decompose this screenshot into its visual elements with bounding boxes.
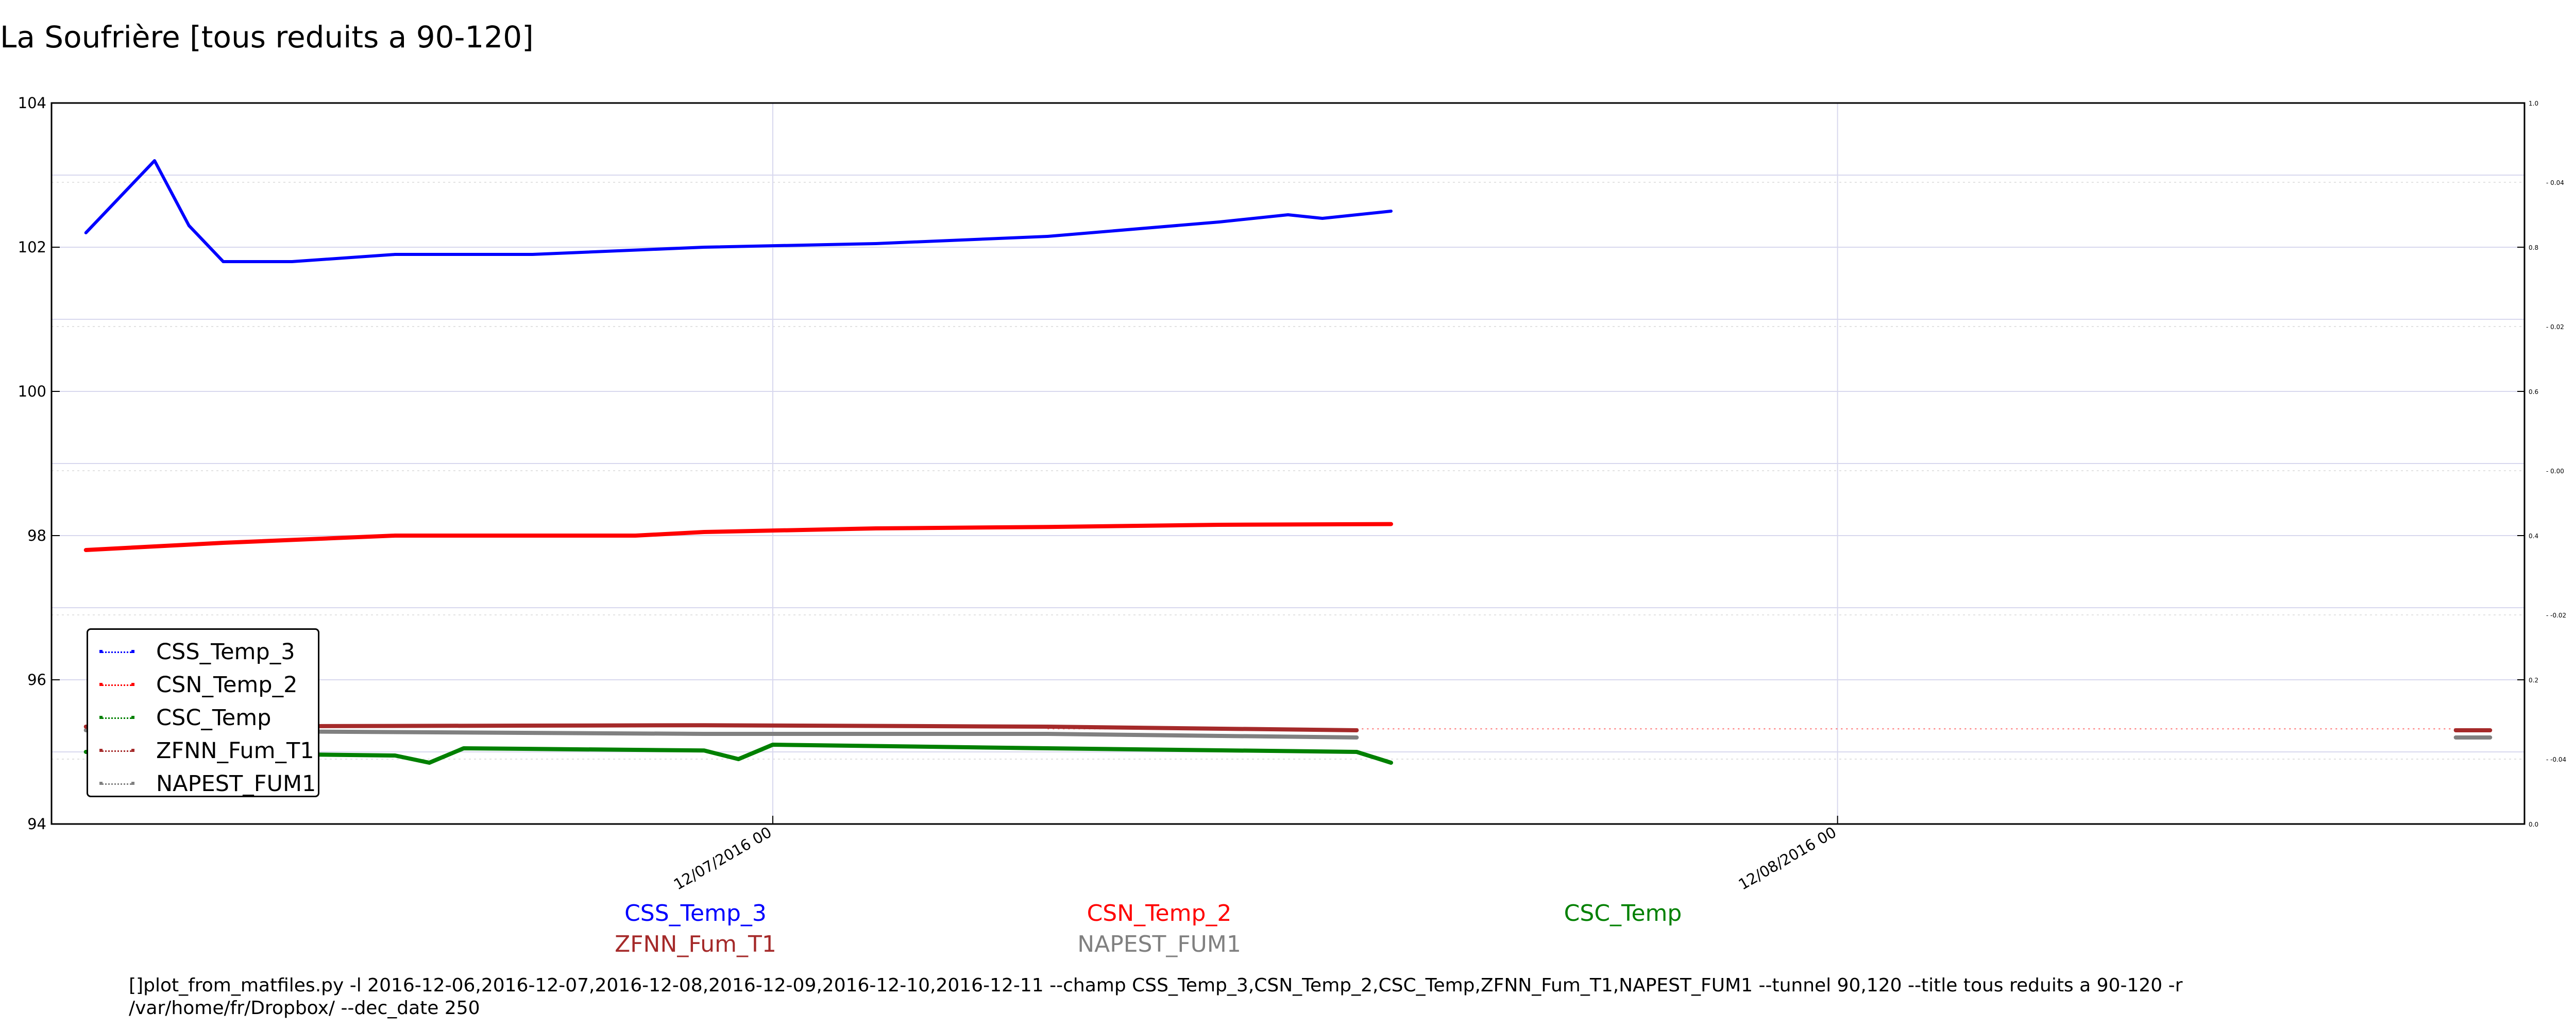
right-inner-tick-label: - 0.04: [2546, 179, 2564, 186]
series-line: [83, 723, 1359, 732]
series-layer: [83, 159, 2493, 765]
bottom-series-label: CSC_Temp: [1564, 900, 1682, 926]
right-inner-tick-label: - -0.02: [2546, 612, 2566, 619]
command-line-text: []plot_from_matfiles.py -l 2016-12-06,20…: [129, 975, 2183, 1019]
legend-label: CSN_Temp_2: [156, 672, 298, 698]
right-tick-label: 0.4: [2529, 533, 2538, 540]
right-tick-label: 0.6: [2529, 388, 2538, 396]
legend-item: CSN_Temp_2: [88, 669, 318, 700]
left-tick-label: 104: [18, 94, 46, 112]
chart-title: La Soufrière [tous reduits a 90-120]: [0, 20, 534, 55]
series-line: [84, 159, 1393, 263]
legend-label: ZFNN_Fum_T1: [156, 738, 314, 764]
left-tick-label: 98: [27, 527, 46, 544]
series-line: [83, 743, 1393, 765]
bottom-series-label: CSS_Temp_3: [624, 900, 767, 926]
chart-plot-area: 94 96 98 100 102 104 0.0 0.2 0.4 0.6 0.8 1.0 - 0.04…: [18, 94, 2567, 894]
right-tick-label: 1.0: [2529, 100, 2538, 107]
plot-frame: [50, 102, 2526, 825]
bottom-series-label: NAPEST_FUM1: [1077, 931, 1241, 957]
left-tick-label: 96: [27, 671, 46, 689]
bottom-series-label: ZFNN_Fum_T1: [615, 931, 776, 957]
left-axis-ticks: 94 96 98 100 102 104: [18, 94, 60, 833]
right-inner-tick-label: - -0.04: [2546, 756, 2566, 763]
x-tick-label: 12/08/2016 00: [1735, 823, 1839, 894]
legend-item: CSC_Temp: [88, 702, 318, 733]
legend-item: NAPEST_FUM1: [88, 768, 318, 799]
bottom-series-label: CSN_Temp_2: [1087, 900, 1232, 926]
left-tick-label: 100: [18, 383, 46, 400]
series-line: [83, 522, 1393, 552]
x-tick-label: 12/07/2016 00: [671, 823, 775, 894]
legend-item: ZFNN_Fum_T1: [88, 735, 318, 766]
x-axis-ticks: 12/07/2016 00 12/08/2016 00: [671, 816, 1839, 894]
right-tick-label: 0.8: [2529, 244, 2538, 251]
left-tick-label: 102: [18, 238, 46, 256]
grid-lines: [52, 103, 2524, 824]
right-tick-label: 0.0: [2529, 821, 2538, 828]
right-inner-tick-label: - 0.02: [2546, 323, 2564, 331]
legend-label: NAPEST_FUM1: [156, 771, 316, 797]
right-axis-ticks: 0.0 0.2 0.4 0.6 0.8 1.0 - 0.04 - 0.02 - 0.00 - -0…: [2517, 100, 2566, 828]
legend-label: CSC_Temp: [156, 705, 272, 731]
legend-item: CSS_Temp_3: [88, 636, 318, 667]
legend-label: CSS_Temp_3: [156, 639, 295, 665]
left-tick-label: 94: [27, 815, 46, 833]
series-line: [83, 728, 1359, 740]
legend: CSS_Temp_3 CSN_Temp_2 CSC_Temp ZFNN_Fum_…: [87, 628, 319, 797]
right-inner-tick-label: - 0.00: [2546, 468, 2564, 475]
right-tick-label: 0.2: [2529, 677, 2538, 684]
